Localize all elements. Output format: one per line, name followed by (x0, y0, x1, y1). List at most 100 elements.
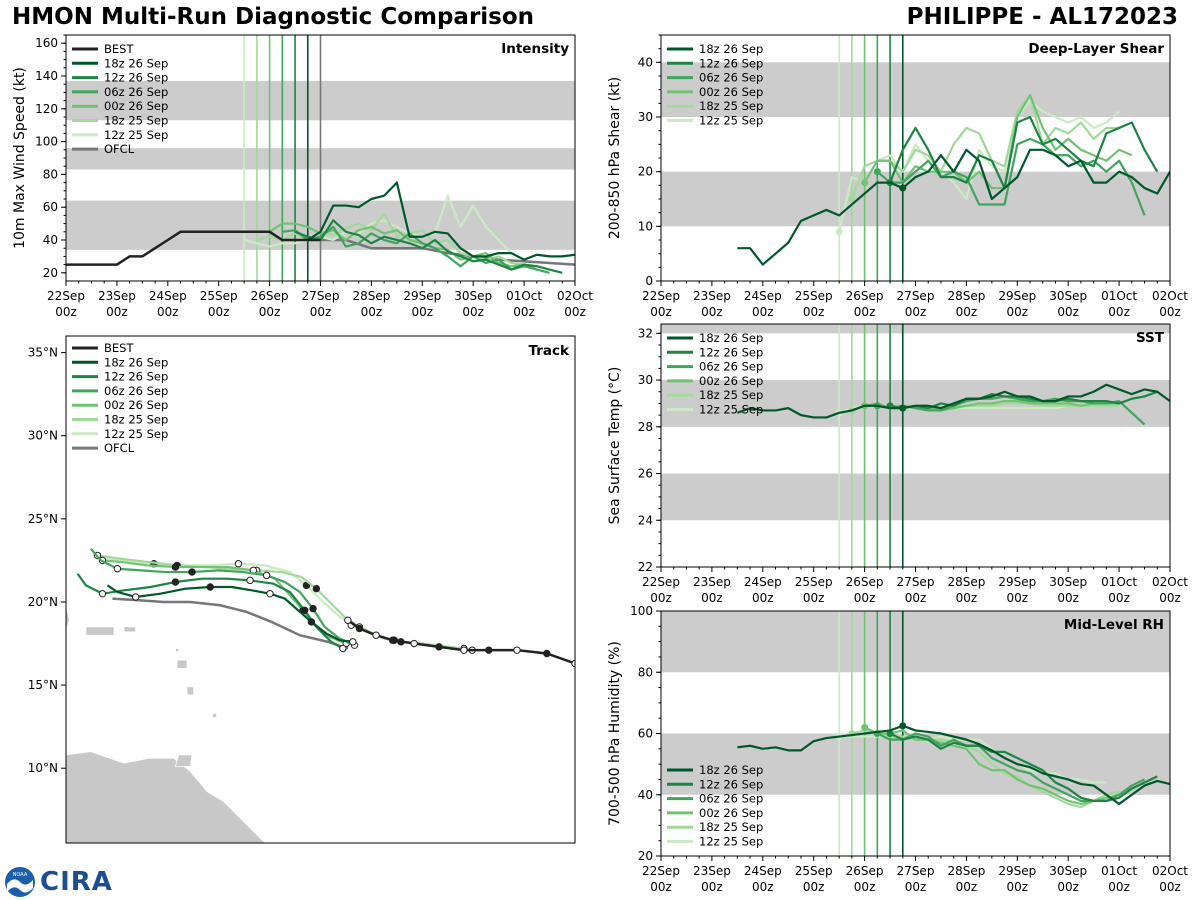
rh-panel: 20 40 60 80 100 22Sep 00z 23Sep 00z 24Sep 00z 25Sep… (607, 604, 1188, 894)
init-marker (861, 179, 869, 187)
series-line-18z-26-sep (737, 724, 1170, 806)
track-plot-area (66, 548, 575, 843)
x-tick-hour: 00z (1108, 305, 1130, 319)
legend-label: 18z 25 Sep (104, 114, 168, 128)
x-tick-day: 27Sep (302, 289, 340, 303)
x-tick-hour: 00z (1159, 591, 1181, 605)
x-tick-day: 01Oct (1101, 575, 1137, 589)
series-line-06z-26-sep (877, 395, 1146, 426)
y-tick-label: 20 (43, 266, 58, 280)
track-position-marker (309, 604, 317, 613)
x-tick-hour: 00z (905, 305, 927, 319)
legend-label: 18z 26 Sep (699, 42, 763, 56)
x-tick-hour: 00z (956, 591, 978, 605)
shade-band (661, 380, 1170, 427)
best-position-marker (435, 643, 443, 651)
y-tick-label: 60 (638, 727, 653, 741)
legend-label: BEST (104, 341, 134, 355)
y-tick-label: 28 (638, 420, 653, 434)
x-tick-hour: 00z (55, 305, 77, 319)
x-tick-day: 24Sep (744, 575, 782, 589)
best-position-marker (355, 624, 364, 633)
island-land (85, 626, 115, 636)
island-land (212, 712, 217, 718)
x-tick-hour: 00z (412, 305, 434, 319)
island-land (66, 605, 70, 631)
y-tick-label: 100 (35, 135, 58, 149)
x-tick-hour: 00z (513, 305, 535, 319)
x-tick-day: 24Sep (744, 289, 782, 303)
shade-band (661, 611, 1170, 673)
x-tick-hour: 00z (905, 880, 927, 894)
x-tick-hour: 00z (564, 305, 586, 319)
x-tick-hour: 00z (157, 305, 179, 319)
best-position-marker (513, 646, 521, 654)
x-tick-day: 02Oct (1152, 575, 1188, 589)
track-position-marker (307, 618, 316, 626)
x-tick-hour: 00z (106, 305, 128, 319)
series-line-18z-25-sep (851, 402, 1120, 412)
series-line-12z-26-sep (889, 390, 1158, 410)
island-land (176, 659, 188, 669)
y-tick-label: 30 (638, 373, 653, 387)
y-tick-label: 30 (638, 110, 653, 124)
track-18z-26-sep (106, 584, 353, 643)
track-00z-26-sep (102, 559, 347, 645)
y-tick-label: 10 (638, 219, 653, 233)
y-tick-label: 26 (638, 467, 653, 481)
x-tick-day: 02Oct (1152, 864, 1188, 878)
init-marker (861, 723, 869, 731)
shear-y-axis-label: 200-850 hPa Shear (kt) (607, 77, 623, 239)
x-tick-hour: 00z (1057, 591, 1079, 605)
y-tick-label: 40 (638, 788, 653, 802)
ofcl-track (112, 597, 349, 650)
track-position-marker (113, 565, 122, 573)
x-tick-day: 26Sep (251, 289, 289, 303)
legend-label: 12z 25 Sep (699, 835, 763, 849)
legend-label: 12z 25 Sep (104, 427, 168, 441)
x-tick-day: 29Sep (998, 289, 1036, 303)
x-tick-day: 25Sep (795, 864, 833, 878)
legend-label: 18z 25 Sep (699, 820, 763, 834)
y-tick-label: 24 (638, 513, 653, 527)
x-tick-day: 23Sep (693, 575, 731, 589)
x-tick-hour: 00z (905, 591, 927, 605)
series-line-00z-26-sep (864, 726, 1133, 806)
south-america-land (66, 751, 266, 843)
y-tick-label: 40 (638, 55, 653, 69)
x-tick-hour: 00z (650, 591, 672, 605)
legend-label: 12z 25 Sep (699, 403, 763, 417)
lat-tick-label: 35°N (28, 346, 58, 360)
x-tick-day: 29Sep (998, 575, 1036, 589)
x-tick-hour: 00z (701, 591, 723, 605)
x-tick-day: 25Sep (795, 289, 833, 303)
x-tick-day: 30Sep (1049, 864, 1087, 878)
series-line-12z-25-sep (838, 99, 1120, 233)
x-tick-day: 01Oct (506, 289, 542, 303)
x-tick-day: 22Sep (47, 289, 85, 303)
legend-label: 00z 26 Sep (699, 374, 763, 388)
series-line-18z-25-sep (256, 212, 525, 266)
legend-label: 18z 25 Sep (699, 99, 763, 113)
legend-label: 06z 26 Sep (104, 85, 168, 99)
series-line-12z-26-sep (294, 219, 563, 274)
y-tick-label: 140 (35, 69, 58, 83)
init-marker (835, 228, 843, 236)
best-position-marker (543, 649, 551, 658)
x-tick-day: 26Sep (846, 864, 884, 878)
y-tick-label: 0 (645, 274, 653, 288)
x-tick-day: 24Sep (149, 289, 187, 303)
legend-label: 06z 26 Sep (699, 792, 763, 806)
legend-label: 18z 26 Sep (104, 355, 168, 369)
x-tick-hour: 00z (650, 880, 672, 894)
shade-band (661, 171, 1170, 227)
intensity-plot-area (66, 35, 575, 281)
x-tick-day: 29Sep (403, 289, 441, 303)
x-tick-day: 23Sep (693, 864, 731, 878)
x-tick-day: 01Oct (1101, 864, 1137, 878)
x-tick-hour: 00z (956, 880, 978, 894)
y-tick-label: 22 (638, 560, 653, 574)
